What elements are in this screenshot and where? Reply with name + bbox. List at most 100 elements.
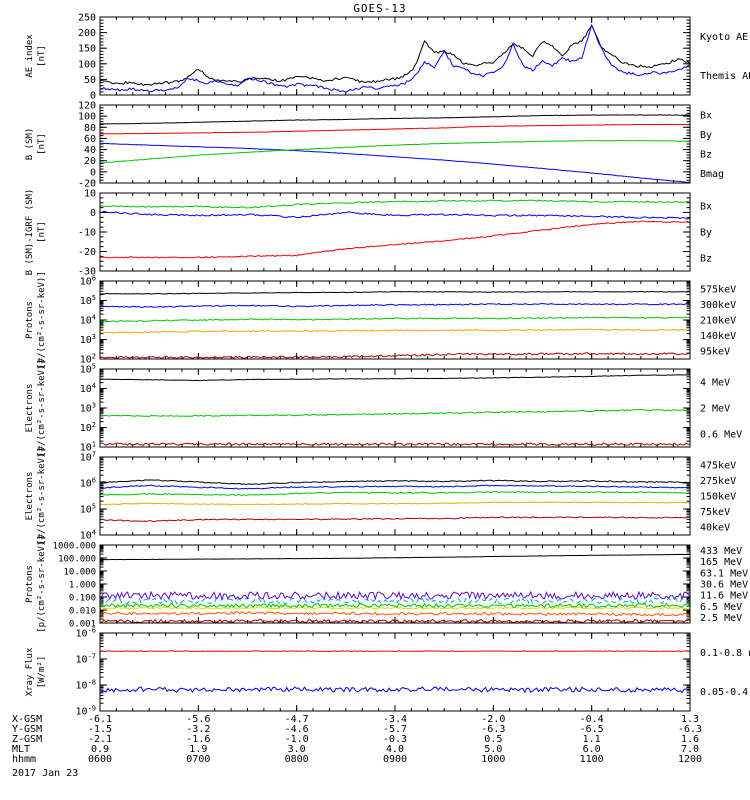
legend-label: 0.05-0.4 nm <box>700 687 750 698</box>
y-ticks <box>100 104 690 184</box>
axis-row-label: Y-GSM <box>12 724 42 735</box>
y-axis-title-line2: [nT] <box>37 133 47 155</box>
series-e75kev <box>100 484 690 490</box>
legend-label: Bx <box>700 202 712 213</box>
y-ticks <box>100 544 690 624</box>
y-tick-labels: 1000.000 100.000 10.000 1.000 0.100 0.010 0.00… <box>53 542 96 630</box>
y-axis-title-line1: Protons <box>25 301 35 339</box>
y-tick-label: 200 <box>78 28 96 39</box>
y-tick-label: 101 <box>80 441 96 454</box>
y-tick-label: 0 <box>90 208 96 219</box>
panel-protons-kev: 106 105 104 103 102 Protons [#/(cm²-s-sr-keV)]… <box>25 271 736 369</box>
y-axis-title-line1: Xray Flux <box>25 647 35 696</box>
axis-row-value: 0.9 <box>91 744 109 755</box>
series-xray-short <box>100 686 690 694</box>
panel-frame <box>99 280 691 360</box>
axis-row-value: 7.0 <box>681 744 699 755</box>
x-ticks <box>99 105 691 183</box>
y-tick-label: 0.100 <box>69 594 96 604</box>
y-axis-title-line2: [nT] <box>37 45 47 67</box>
series-e4mev <box>100 442 690 447</box>
legend-label: 63.1 MeV <box>700 568 748 579</box>
series-p165mev <box>100 611 690 617</box>
panel-frame <box>99 632 691 712</box>
y-tick-label: 106 <box>80 275 96 288</box>
axis-row-value: -1.6 <box>186 734 210 745</box>
y-tick-label: 1.000 <box>69 581 96 591</box>
axis-row-label: Z-GSM <box>12 734 42 745</box>
legend-label: 40keV <box>700 523 730 534</box>
legend-b-sm-igrf: Bx By Bz <box>700 202 712 265</box>
y-ticks <box>100 456 690 536</box>
series-group <box>100 650 690 694</box>
legend-b-sm: Bx By Bz Bmag <box>700 110 724 180</box>
legend-label: Bz <box>700 149 712 160</box>
y-tick-label: 0.001 <box>69 620 96 630</box>
legend-ae-index: Kyoto AE Themis AE <box>700 32 750 82</box>
series-p300kev <box>100 328 690 334</box>
y-tick-label: 0.010 <box>69 607 96 617</box>
x-ticks <box>99 545 691 623</box>
panel-frame <box>99 544 691 624</box>
y-axis-title-line1: Electrons <box>25 472 35 521</box>
legend-label: Bmag <box>700 169 724 180</box>
y-axis-title: B (SM) [nT] <box>25 128 47 161</box>
legend-label: 95keV <box>700 347 730 358</box>
y-tick-label: 104 <box>80 314 96 327</box>
y-ticks <box>100 192 690 272</box>
axis-row-value: -2.0 <box>481 714 505 725</box>
series-themis-ae <box>100 25 690 87</box>
series-by <box>100 199 690 209</box>
axis-row-value: -3.4 <box>383 714 407 725</box>
panel-frame <box>99 16 691 96</box>
y-tick-labels: 107 106 105 104 <box>80 451 96 542</box>
x-ticks <box>99 457 691 535</box>
legend-label: 2 MeV <box>700 404 730 415</box>
y-axis-title-line2: [#/(cm²-s-sr-keV)] <box>37 359 47 457</box>
series-p433mev <box>100 618 690 623</box>
y-tick-label: 60 <box>84 134 96 145</box>
series-group <box>100 553 690 623</box>
axis-row-value: -6.3 <box>678 724 702 735</box>
axis-row-value: -6.3 <box>481 724 505 735</box>
axis-row-value: 1.6 <box>681 734 699 745</box>
y-axis-title-line1: Protons <box>25 565 35 603</box>
series-group <box>100 199 690 259</box>
y-axis-title-line2: [p/(cm²-s-sr-keV)] <box>37 535 47 633</box>
y-tick-label: 103 <box>80 402 96 415</box>
series-group <box>100 23 690 93</box>
legend-label: 11.6 MeV <box>700 591 748 602</box>
legend-label: 75keV <box>700 507 730 518</box>
series-group <box>100 479 690 522</box>
series-p2mev <box>100 553 690 561</box>
axis-row-value: 1.9 <box>189 744 207 755</box>
legend-label: 6.5 MeV <box>700 602 742 613</box>
series-p210kev <box>100 316 690 323</box>
axis-row-value: 6.0 <box>583 744 601 755</box>
axis-row-label: MLT <box>12 744 30 755</box>
x-ticks <box>99 193 691 271</box>
legend-label: 275keV <box>700 476 736 487</box>
legend-xray-flux: 0.1-0.8 nm 0.05-0.4 nm <box>700 648 750 698</box>
series-p11mev <box>100 596 690 605</box>
y-tick-labels: 106 105 104 103 102 <box>80 275 96 366</box>
series-bx <box>100 210 690 220</box>
y-axis-title-line1: B (SM)-IGRF (SM) <box>25 189 35 276</box>
legend-label: By <box>700 228 712 239</box>
y-axis-title-line1: Electrons <box>25 384 35 433</box>
legend-label: Themis AE <box>700 71 750 82</box>
y-tick-label: 10-6 <box>76 627 96 640</box>
y-tick-label: 40 <box>84 145 96 156</box>
y-tick-label: 105 <box>80 503 96 516</box>
series-p95kev <box>100 290 690 295</box>
series-group <box>100 290 690 359</box>
axis-row-value: -5.7 <box>383 724 407 735</box>
series-xray-long <box>100 650 690 652</box>
y-tick-label: -20 <box>78 179 96 190</box>
panel-xray-flux: 10-6 10-7 10-8 10-9 Xray Flux[W/m²] 0.1-0.8 n… <box>25 627 750 718</box>
axis-row-value: 0600 <box>88 754 112 765</box>
legend-label: 0.1-0.8 nm <box>700 648 750 659</box>
panel-frame <box>99 104 691 184</box>
axis-row-value: 1.1 <box>583 734 601 745</box>
